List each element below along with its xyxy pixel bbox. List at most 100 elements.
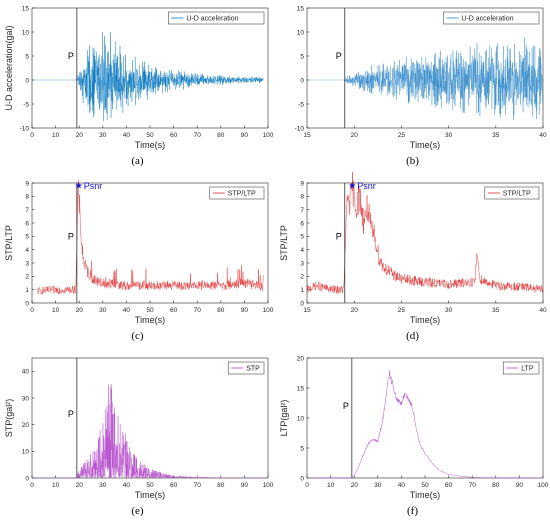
caption-c: (c) xyxy=(131,330,144,342)
chart-f-x-tick-label: 20 xyxy=(351,482,359,489)
chart-d-y-tick-label: 5 xyxy=(300,234,304,241)
chart-a-p-arrival-label: P xyxy=(68,51,74,61)
chart-c-y-tick-label: 8 xyxy=(25,194,29,201)
chart-e-x-tick-label: 50 xyxy=(146,482,154,489)
chart-d-plot-area xyxy=(306,182,544,304)
chart-e: 0 10 20 30 40 50 60 70 80 90 100 0 10 20 30 40 Time(s) ST… xyxy=(4,357,274,500)
chart-c-x-tick-label: 40 xyxy=(123,307,131,314)
chart-a-y-tick-label: 5 xyxy=(25,53,29,60)
chart-c-y-tick-label: 4 xyxy=(25,247,29,254)
chart-d-y-tick-label: 1 xyxy=(300,287,304,294)
panel-c: 0 10 20 30 40 50 60 70 80 90 100 0 1 2 3 4 5 6 7 8 9 Time(s) S… xyxy=(0,175,275,350)
chart-c-p-arrival-label: P xyxy=(68,231,74,241)
chart-e-plot-area xyxy=(31,357,269,479)
chart-e-x-tick-label: 70 xyxy=(194,482,202,489)
chart-e-series-line xyxy=(32,384,268,479)
panel-b: 15 20 25 30 35 40 -10 -5 0 5 10 15 Time(s) P U-D accel… xyxy=(275,0,550,175)
chart-d-y-tick-label: 8 xyxy=(300,194,304,201)
chart-f-y-tick-label: 20 xyxy=(297,355,305,362)
chart-b-series-line xyxy=(307,37,544,121)
chart-a-y-tick-label: 10 xyxy=(22,29,30,36)
chart-d: 15 20 25 30 35 40 0 1 2 3 4 5 6 7 8 9 Time(s) STP/LTP P ★ Ps… xyxy=(279,171,547,325)
chart-f-x-tick-label: 90 xyxy=(516,482,524,489)
chart-e-y-tick-label: 40 xyxy=(22,369,30,376)
chart-c-y-tick-label: 7 xyxy=(25,207,29,214)
chart-d-peak-star: ★ xyxy=(348,181,356,191)
chart-e-x-axis-label: Time(s) xyxy=(135,490,165,500)
chart-c-x-tick-label: 70 xyxy=(194,307,202,314)
chart-b-x-tick-label: 30 xyxy=(445,132,453,139)
chart-c-legend xyxy=(209,186,265,200)
chart-d-x-tick-label: 20 xyxy=(351,307,359,314)
chart-e-x-tick-label: 10 xyxy=(52,482,60,489)
chart-f-x-tick-label: 60 xyxy=(445,482,453,489)
chart-c-x-tick-label: 50 xyxy=(146,307,154,314)
chart-d-x-axis-label: Time(s) xyxy=(410,315,440,325)
caption-d: (d) xyxy=(406,330,419,342)
chart-d-y-tick-label: 9 xyxy=(300,180,304,187)
chart-d-p-arrival-label: P xyxy=(336,231,342,241)
chart-e-legend-label: STP xyxy=(246,366,260,373)
chart-c-series-line xyxy=(36,179,264,295)
chart-d-y-tick-label: 6 xyxy=(300,220,304,227)
chart-b-y-tick-label: 15 xyxy=(297,5,305,12)
chart-c-x-tick-label: 30 xyxy=(99,307,107,314)
chart-e-p-arrival-label: P xyxy=(68,409,74,419)
chart-f-legend-label: LTP xyxy=(521,366,534,373)
chart-f-y-tick-label: 5 xyxy=(300,445,304,452)
panel-e: 0 10 20 30 40 50 60 70 80 90 100 0 10 20 30 40 Time(s) ST… xyxy=(0,350,275,525)
chart-f-x-tick-label: 70 xyxy=(469,482,477,489)
chart-b-x-axis-label: Time(s) xyxy=(410,140,440,150)
chart-c-x-axis-label: Time(s) xyxy=(135,315,165,325)
chart-c-y-tick-label: 6 xyxy=(25,220,29,227)
chart-a-x-tick-label: 100 xyxy=(263,132,274,139)
caption-a: (a) xyxy=(131,155,144,167)
panel-f: 0 10 20 30 40 50 60 70 80 90 100 0 5 10 15 20 Time(s) LTP… xyxy=(275,350,550,525)
chart-a-plot-area xyxy=(31,7,269,129)
chart-a-x-tick-label: 0 xyxy=(30,132,34,139)
chart-f-x-tick-label: 100 xyxy=(538,482,549,489)
chart-e-x-tick-label: 80 xyxy=(217,482,225,489)
chart-a-series-line xyxy=(32,31,264,122)
chart-a-x-tick-label: 30 xyxy=(99,132,107,139)
chart-b-x-tick-label: 40 xyxy=(539,132,547,139)
chart-e-x-tick-label: 0 xyxy=(30,482,34,489)
chart-f-y-axis-label: LTP(gal²) xyxy=(279,400,289,437)
chart-b-x-tick-label: 35 xyxy=(492,132,500,139)
chart-f-y-tick-label: 15 xyxy=(297,385,305,392)
chart-d-y-tick-label: 7 xyxy=(300,207,304,214)
chart-d-x-tick-label: 25 xyxy=(398,307,406,314)
caption-e: (e) xyxy=(131,505,144,517)
chart-f-x-tick-label: 30 xyxy=(374,482,382,489)
chart-a-x-tick-label: 50 xyxy=(146,132,154,139)
chart-b-x-tick-label: 20 xyxy=(351,132,359,139)
chart-b-p-arrival-label: P xyxy=(336,51,342,61)
chart-a-x-tick-label: 90 xyxy=(241,132,249,139)
chart-b: 15 20 25 30 35 40 -10 -5 0 5 10 15 Time(s) P U-D accel… xyxy=(295,5,547,150)
chart-e-x-tick-label: 90 xyxy=(241,482,249,489)
chart-a-x-tick-label: 60 xyxy=(170,132,178,139)
chart-b-legend-label: U-D acceleration xyxy=(461,16,513,23)
chart-e-x-tick-label: 40 xyxy=(123,482,131,489)
chart-f-x-axis-label: Time(s) xyxy=(410,490,440,500)
chart-b-y-tick-label: 0 xyxy=(300,77,304,84)
chart-c-x-tick-label: 90 xyxy=(241,307,249,314)
chart-b-legend xyxy=(443,11,540,25)
chart-a-y-tick-label: -10 xyxy=(20,125,30,132)
chart-c-y-tick-label: 5 xyxy=(25,234,29,241)
chart-c-x-tick-label: 20 xyxy=(76,307,84,314)
chart-d-x-tick-label: 40 xyxy=(539,307,547,314)
chart-f-series-line xyxy=(307,370,543,479)
chart-f-p-arrival-label: P xyxy=(343,401,349,411)
chart-f-y-tick-label: 10 xyxy=(297,415,305,422)
chart-f-x-tick-label: 40 xyxy=(398,482,406,489)
chart-a: 0 10 20 30 40 50 60 70 80 90 100 -10 -5 0 5 10 15 Time(s)… xyxy=(4,5,274,150)
chart-e-y-tick-label: 0 xyxy=(25,475,29,482)
chart-d-x-tick-label: 30 xyxy=(445,307,453,314)
chart-f-x-tick-label: 80 xyxy=(492,482,500,489)
chart-f: 0 10 20 30 40 50 60 70 80 90 100 0 5 10 15 20 Time(s) LTP… xyxy=(279,355,549,500)
chart-d-y-tick-label: 0 xyxy=(300,300,304,307)
chart-e-y-tick-label: 30 xyxy=(22,395,30,402)
chart-a-y-tick-label: -5 xyxy=(23,101,29,108)
